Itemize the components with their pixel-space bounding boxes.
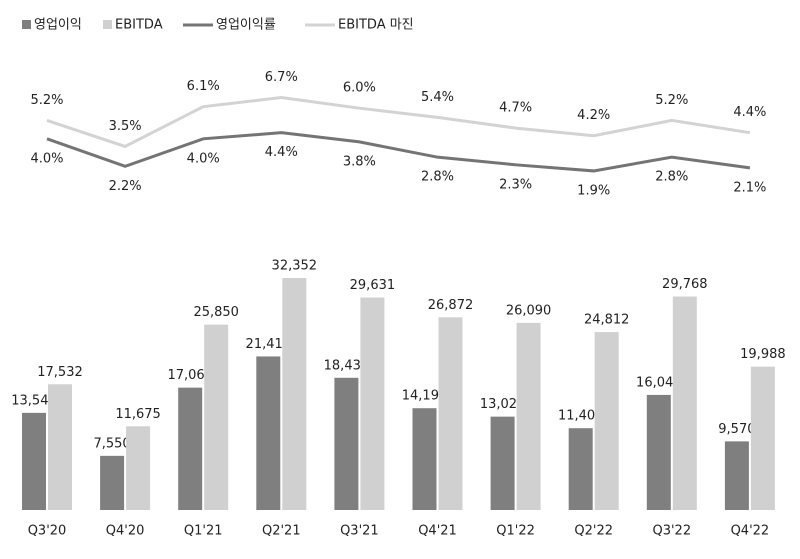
line-value-label: 4.0% bbox=[187, 151, 220, 166]
line-value-label: 2.8% bbox=[655, 170, 688, 185]
bar bbox=[568, 428, 593, 510]
bar-value-label: 25,850 bbox=[193, 305, 239, 320]
legend-label: 영업이익 bbox=[34, 18, 82, 33]
bar bbox=[672, 296, 697, 510]
bar-value-label: 7,550 bbox=[93, 436, 130, 451]
bar-value-label: 29,631 bbox=[350, 278, 396, 293]
legend-label: EBITDA 마진 bbox=[338, 18, 414, 33]
x-tick-label: Q4'21 bbox=[418, 524, 457, 539]
bar-value-label: 32,352 bbox=[272, 259, 318, 274]
line-value-label: 4.4% bbox=[733, 105, 766, 120]
bar-value-label: 13,547 bbox=[11, 393, 57, 408]
bar-value-label: 17,532 bbox=[37, 365, 83, 380]
bar bbox=[750, 366, 775, 510]
bar-value-label: 26,090 bbox=[506, 303, 552, 318]
line-value-label: 1.9% bbox=[577, 183, 610, 198]
bar bbox=[48, 384, 72, 510]
line-value-label: 3.5% bbox=[109, 119, 142, 134]
line-value-label: 6.7% bbox=[265, 70, 298, 85]
line-value-label: 3.8% bbox=[343, 154, 376, 169]
line-value-label: 5.4% bbox=[421, 90, 454, 105]
line-value-label: 5.2% bbox=[655, 93, 688, 108]
legend-swatch bbox=[103, 20, 112, 29]
bar bbox=[412, 408, 437, 510]
bar bbox=[360, 297, 385, 510]
bar bbox=[438, 317, 463, 510]
bar-value-label: 19,988 bbox=[740, 347, 786, 362]
bar bbox=[100, 455, 125, 510]
x-tick-label: Q1'21 bbox=[184, 524, 223, 539]
bar bbox=[22, 412, 46, 510]
x-tick-label: Q3'21 bbox=[340, 524, 379, 539]
line-value-label: 4.2% bbox=[577, 108, 610, 123]
x-tick-label: Q3'20 bbox=[28, 524, 67, 539]
bar-value-label: 21,413 bbox=[246, 337, 292, 352]
x-tick-label: Q1'22 bbox=[496, 524, 535, 539]
bar bbox=[126, 426, 151, 510]
bar-value-label: 11,408 bbox=[558, 409, 604, 424]
bar bbox=[256, 356, 281, 510]
bar bbox=[178, 387, 203, 510]
bar bbox=[282, 278, 307, 510]
bar bbox=[204, 324, 229, 510]
line-value-label: 6.1% bbox=[187, 79, 220, 94]
bar-value-label: 18,436 bbox=[324, 358, 370, 373]
bar bbox=[724, 441, 749, 510]
line-value-label: 4.4% bbox=[265, 145, 298, 160]
line-value-label: 4.7% bbox=[499, 101, 532, 116]
line-value-label: 2.3% bbox=[499, 177, 532, 192]
legend-label: EBITDA bbox=[115, 18, 163, 33]
x-tick-label: Q2'21 bbox=[262, 524, 301, 539]
bar-value-label: 17,064 bbox=[167, 368, 213, 383]
line-value-label: 2.8% bbox=[421, 170, 454, 185]
bar-value-label: 16,049 bbox=[636, 375, 682, 390]
line bbox=[46, 131, 751, 173]
bar-value-label: 24,812 bbox=[584, 313, 630, 328]
bar-value-label: 26,872 bbox=[428, 298, 474, 313]
bar bbox=[646, 394, 671, 510]
line-value-label: 2.1% bbox=[733, 180, 766, 195]
x-tick-label: Q4'22 bbox=[731, 524, 770, 539]
bar-value-label: 29,768 bbox=[662, 277, 708, 292]
bar-value-label: 13,020 bbox=[480, 397, 526, 412]
legend-label: 영업이익률 bbox=[216, 18, 276, 33]
bar bbox=[334, 377, 359, 510]
bar bbox=[594, 332, 619, 510]
bar-value-label: 9,570 bbox=[718, 422, 755, 437]
bar-value-label: 11,675 bbox=[115, 407, 161, 422]
line-value-label: 6.0% bbox=[343, 81, 376, 96]
legend-swatch bbox=[22, 20, 31, 29]
line-value-label: 2.2% bbox=[109, 179, 142, 194]
bar bbox=[516, 322, 541, 510]
line-value-label: 4.0% bbox=[30, 151, 63, 166]
x-tick-label: Q3'22 bbox=[652, 524, 691, 539]
x-tick-label: Q4'20 bbox=[106, 524, 145, 539]
bar-value-label: 14,195 bbox=[402, 389, 448, 404]
line bbox=[46, 95, 751, 149]
line-value-label: 5.2% bbox=[30, 93, 63, 108]
bar bbox=[490, 416, 515, 510]
x-tick-label: Q2'22 bbox=[574, 524, 613, 539]
